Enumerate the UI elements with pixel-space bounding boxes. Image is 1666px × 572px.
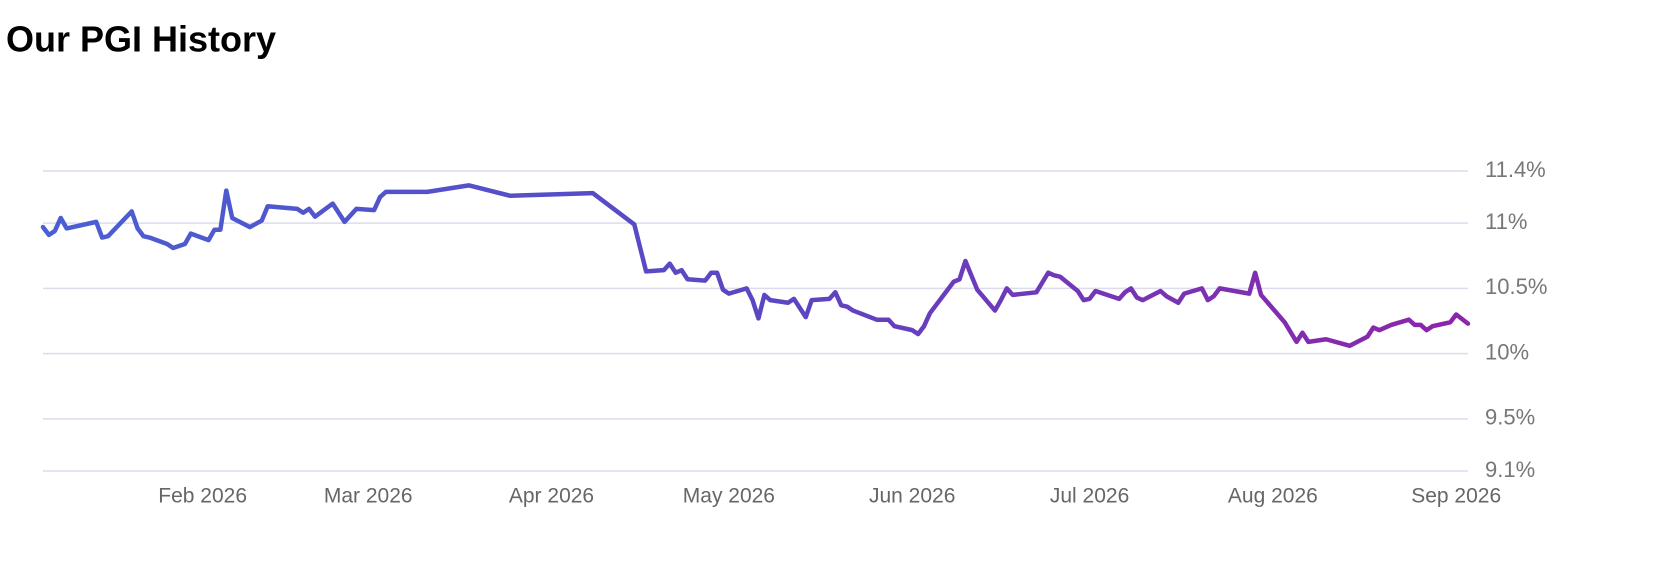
x-tick-label: Jun 2026 bbox=[869, 485, 955, 508]
x-tick-label: Mar 2026 bbox=[324, 485, 413, 508]
line-series bbox=[40, 183, 1471, 349]
y-tick-label: 10% bbox=[1485, 339, 1529, 364]
y-tick-label: 11.4% bbox=[1485, 157, 1546, 182]
y-tick-label: 9.5% bbox=[1485, 405, 1535, 430]
x-tick-label: Jul 2026 bbox=[1050, 485, 1129, 508]
y-tick-label: 11% bbox=[1485, 209, 1527, 234]
x-tick-label: May 2026 bbox=[683, 485, 775, 508]
x-tick-label: Aug 2026 bbox=[1228, 485, 1318, 508]
y-tick-label: 9.1% bbox=[1485, 457, 1535, 482]
x-tick-label: Apr 2026 bbox=[509, 485, 594, 508]
chart-title: Our PGI History bbox=[6, 19, 276, 60]
x-tick-label: Sep 2026 bbox=[1411, 485, 1501, 508]
x-tick-label: Feb 2026 bbox=[158, 485, 247, 508]
y-tick-label: 10.5% bbox=[1485, 274, 1547, 299]
